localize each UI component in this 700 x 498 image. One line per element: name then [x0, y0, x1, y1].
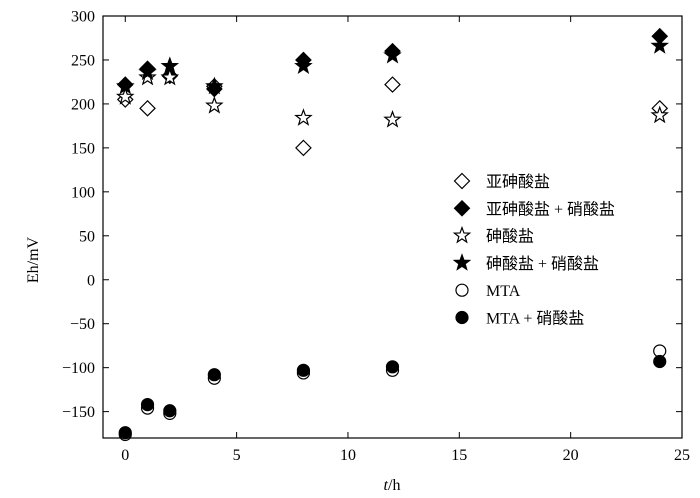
data-point: [650, 36, 670, 54]
legend-entry: 亚砷酸盐 + 硝酸盐: [453, 199, 615, 218]
legend-label: MTA: [486, 283, 521, 300]
y-tick-label: 200: [71, 96, 95, 113]
x-tick-label: 0: [121, 447, 129, 464]
data-point: [205, 95, 224, 114]
x-tick-label: 15: [451, 447, 467, 464]
legend-entry: MTA + 硝酸盐: [455, 310, 584, 328]
data-point: [295, 139, 312, 157]
data-point: [139, 99, 156, 117]
plot-frame: [102, 15, 683, 439]
data-point: [160, 67, 180, 86]
y-tick-label: 0: [87, 272, 95, 289]
y-tick-label: −150: [62, 404, 95, 421]
y-tick-label: 250: [71, 52, 95, 69]
legend-entry: MTA: [455, 283, 521, 300]
data-point: [650, 105, 670, 124]
x-axis-label-unit: /h: [388, 477, 400, 494]
legend-label: 砷酸盐: [486, 228, 534, 246]
data-point: [160, 56, 180, 74]
legend-marker: [452, 253, 472, 271]
y-axis-label: Eh/mV: [25, 236, 42, 283]
data-point: [205, 76, 224, 95]
data-point: [294, 108, 313, 126]
data-point: [384, 76, 401, 93]
y-tick-label: 300: [71, 9, 95, 26]
legend-entry: 亚砷酸盐: [453, 172, 550, 191]
legend-marker: [452, 225, 472, 244]
y-tick-label: 100: [71, 184, 95, 201]
legend-label: 砷酸盐 + 硝酸盐: [486, 255, 599, 273]
legend-marker: [455, 310, 469, 325]
legend-marker: [455, 283, 469, 297]
series-6: [118, 354, 667, 440]
y-tick-label: 150: [71, 140, 95, 157]
x-axis-label-variable: t: [384, 477, 389, 494]
series-4: [115, 36, 670, 95]
x-axis-label: t/h: [384, 477, 401, 494]
data-point: [294, 56, 313, 74]
plot-area: [115, 27, 670, 442]
legend-entry: 砷酸盐: [452, 225, 534, 246]
data-point: [296, 363, 311, 377]
data-point: [207, 368, 221, 382]
legend-marker: [453, 172, 471, 190]
y-tick-label: −100: [62, 360, 95, 377]
legend-entry: 砷酸盐 + 硝酸盐: [452, 253, 599, 273]
x-tick-label: 10: [340, 447, 356, 464]
series-3: [115, 67, 670, 128]
data-point: [385, 360, 400, 374]
x-tick-label: 20: [563, 447, 579, 464]
data-point: [115, 76, 135, 95]
data-point: [383, 45, 402, 64]
x-tick-label: 5: [233, 447, 241, 464]
x-tick-label: 25: [674, 447, 690, 464]
axes: 0 5 10 15 20 25 −150 −100 −50 0 50 100 150 200 250 300: [62, 9, 690, 465]
data-point: [163, 404, 177, 418]
data-point: [140, 397, 155, 412]
data-point: [653, 354, 667, 369]
series-5: [118, 344, 667, 442]
legend-label: MTA + 硝酸盐: [486, 310, 584, 328]
legend-label: 亚砷酸盐 + 硝酸盐: [486, 200, 615, 218]
data-point: [138, 62, 157, 81]
y-tick-label: −50: [70, 316, 95, 333]
data-point: [115, 87, 135, 105]
legend-marker: [453, 199, 471, 217]
y-tick-label: 50: [79, 228, 95, 245]
legend-label: 亚砷酸盐: [486, 173, 550, 191]
data-point: [383, 109, 402, 128]
data-point: [138, 67, 157, 86]
